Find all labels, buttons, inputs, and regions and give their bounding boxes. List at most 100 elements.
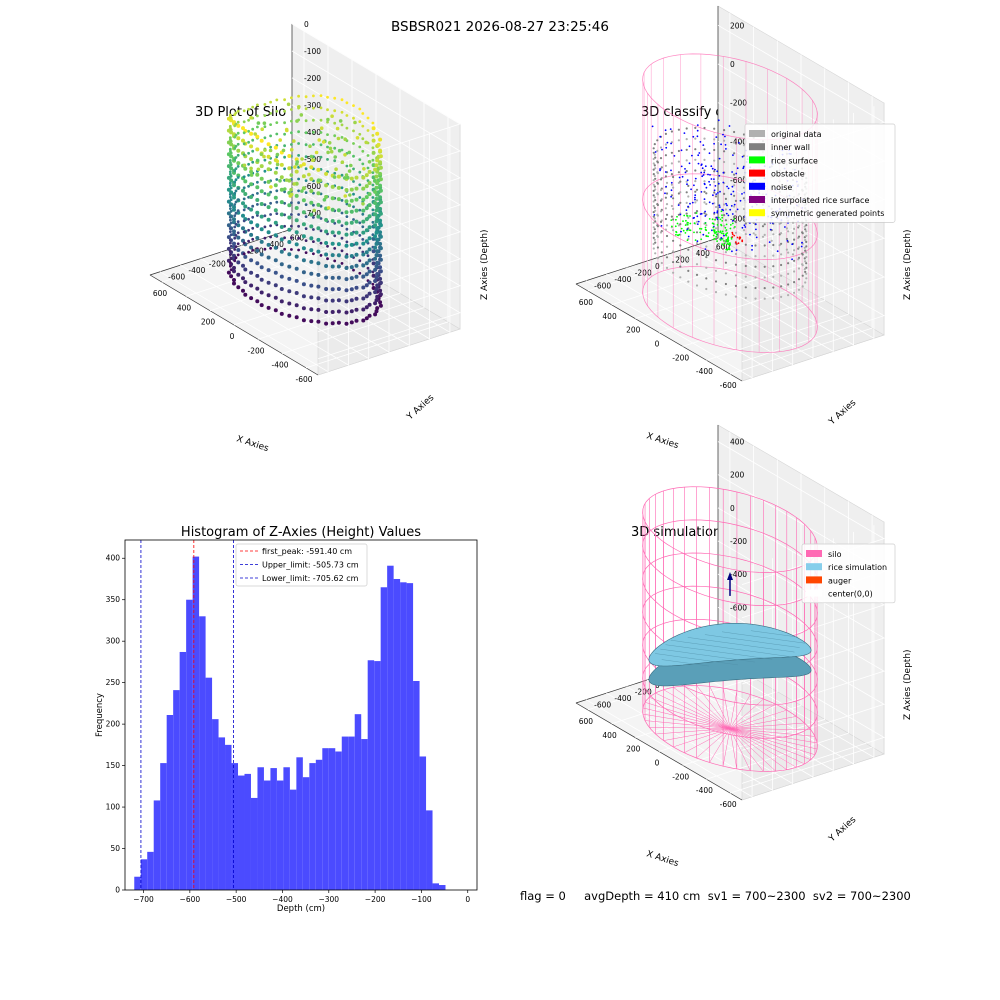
noise-point — [713, 142, 715, 145]
noise-point — [751, 249, 753, 251]
data-point — [358, 145, 362, 149]
data-point — [297, 142, 300, 145]
data-point — [378, 183, 383, 188]
noise-point — [664, 171, 667, 173]
data-point — [226, 187, 231, 192]
wall-point — [724, 208, 728, 211]
wall-point — [742, 144, 746, 147]
histogram-bar — [432, 883, 440, 890]
data-point — [324, 264, 329, 268]
wall-point — [785, 227, 789, 230]
data-point — [243, 280, 248, 285]
y-tick-label: -200 — [635, 269, 652, 278]
wall-point — [679, 180, 682, 183]
data-point — [295, 160, 300, 164]
wall-point — [652, 236, 655, 239]
wall-point — [805, 230, 808, 233]
x-tick-label: −600 — [180, 895, 201, 904]
data-point — [352, 116, 355, 120]
data-point — [354, 296, 359, 301]
data-point — [243, 204, 248, 209]
data-point — [263, 214, 267, 218]
data-point — [251, 237, 255, 241]
data-point — [259, 164, 264, 169]
data-point — [259, 214, 264, 219]
data-point — [284, 127, 289, 132]
data-point — [226, 270, 231, 275]
wall-point — [652, 157, 655, 161]
data-point — [371, 158, 375, 162]
data-point — [233, 214, 237, 218]
data-point — [362, 167, 366, 171]
silo-floor-spoke — [644, 702, 731, 729]
wall-point — [733, 205, 736, 208]
x-tick-label: 0 — [655, 759, 660, 768]
data-point — [349, 276, 354, 281]
wall-point — [694, 158, 697, 161]
rice-surface-point — [717, 230, 720, 233]
data-point — [229, 195, 232, 199]
data-point — [304, 227, 308, 231]
data-point — [242, 197, 246, 201]
noise-point — [724, 135, 726, 138]
data-point — [297, 154, 300, 157]
data-point — [352, 104, 355, 107]
data-point — [378, 171, 383, 176]
wall-point — [672, 197, 675, 200]
x-tick-label: -400 — [271, 361, 288, 370]
noise-point — [742, 165, 745, 168]
data-point — [375, 226, 380, 231]
wall-point — [804, 238, 807, 242]
data-point — [279, 237, 284, 242]
wall-point — [665, 192, 669, 195]
data-point — [364, 239, 369, 244]
silo-floor-spoke — [729, 698, 764, 729]
noise-point — [713, 178, 715, 181]
data-point — [330, 310, 335, 314]
data-point — [322, 198, 327, 202]
rice-surface-point — [704, 222, 707, 225]
noise-point — [700, 164, 703, 167]
wall-point — [695, 273, 699, 276]
wall-point — [685, 138, 688, 141]
y-tick-label: 50 — [110, 844, 120, 853]
legend-frame — [744, 123, 896, 223]
data-point — [233, 180, 237, 184]
noise-point — [755, 236, 758, 239]
wall-point — [797, 246, 801, 249]
data-point — [247, 151, 251, 155]
wall-point — [677, 213, 681, 216]
wall-point — [656, 257, 660, 260]
data-point — [226, 211, 231, 216]
silo-floor-spoke — [729, 722, 805, 729]
wall-point — [754, 255, 757, 258]
data-point — [266, 217, 271, 222]
rice-surface-point — [712, 234, 715, 237]
wall-point — [665, 224, 669, 227]
data-point — [241, 126, 245, 131]
rice-surface-point — [727, 240, 729, 243]
data-point — [256, 167, 261, 172]
data-point — [228, 193, 232, 196]
data-point — [367, 181, 372, 185]
wall-point — [652, 151, 655, 154]
rice-surface-point — [676, 222, 679, 225]
data-point — [364, 195, 369, 200]
data-point — [345, 240, 349, 244]
data-point — [292, 182, 297, 186]
noise-point — [715, 193, 718, 196]
rice-surface-point — [716, 224, 719, 226]
data-point — [358, 196, 362, 199]
obstacle-point — [739, 236, 741, 239]
z-axis-label: Z Axies (Depth) — [903, 649, 913, 720]
x-tick-label: 200 — [201, 318, 216, 327]
noise-point — [736, 208, 739, 211]
gridline-z — [291, 23, 461, 171]
data-point — [304, 119, 308, 123]
data-point — [367, 192, 372, 197]
data-point — [371, 138, 376, 143]
data-point — [233, 248, 237, 251]
noise-point — [733, 203, 736, 206]
data-point — [256, 103, 259, 107]
